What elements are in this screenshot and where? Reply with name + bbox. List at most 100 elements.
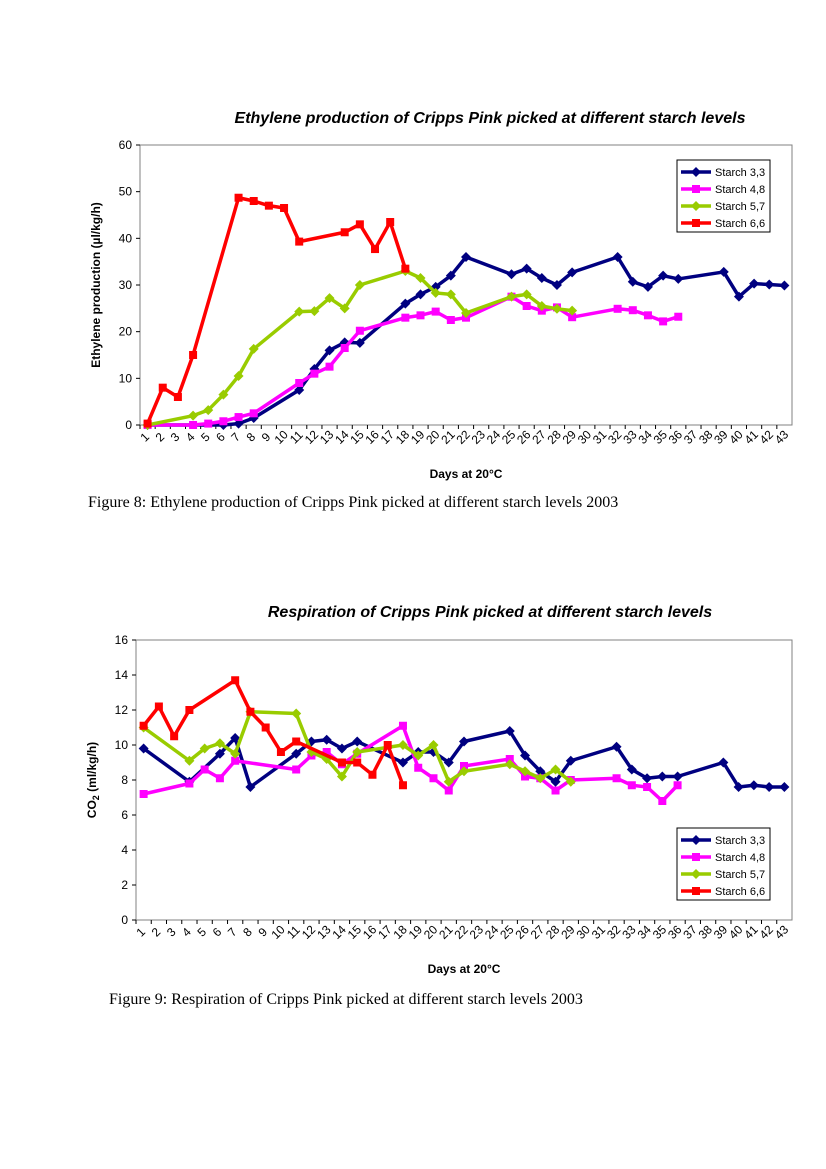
series-line-2 <box>143 724 679 803</box>
x-tick-label: 1 <box>133 925 148 940</box>
data-point <box>428 740 439 750</box>
x-tick-label: 2 <box>149 925 164 940</box>
data-point <box>673 273 684 284</box>
legend-entry-label: Starch 3,3 <box>715 167 765 179</box>
data-point <box>336 771 347 782</box>
data-point <box>185 706 194 714</box>
data-point <box>309 306 320 317</box>
data-point <box>520 750 531 761</box>
data-point <box>429 774 438 783</box>
data-point <box>200 765 209 774</box>
data-point <box>353 758 362 767</box>
x-tick-label: 5 <box>195 925 210 940</box>
legend-entry-label: Starch 4,8 <box>715 184 765 196</box>
y-tick-label: 0 <box>121 913 128 927</box>
data-point <box>295 237 304 246</box>
data-point <box>231 676 240 685</box>
data-point <box>276 748 285 756</box>
data-point <box>460 762 468 770</box>
x-tick-label: 3 <box>168 430 183 445</box>
data-point <box>401 264 410 273</box>
figure-9-caption: Figure 9: Respiration of Cripps Pink pic… <box>109 991 583 1008</box>
y-axis-label: Ethylene production (µl/kg/h) <box>89 202 103 368</box>
data-point <box>718 757 729 768</box>
data-point <box>506 269 517 280</box>
y-axis-label: CO2 (ml/kg/h) <box>85 742 101 818</box>
data-point <box>612 774 621 783</box>
y-tick-label: 6 <box>121 808 128 822</box>
data-point <box>218 389 229 400</box>
data-point <box>401 313 410 322</box>
data-point <box>565 755 576 766</box>
data-point <box>443 776 454 787</box>
data-point <box>215 774 224 783</box>
data-point <box>386 218 395 226</box>
x-tick-label: 3 <box>164 925 179 940</box>
data-point <box>310 369 319 378</box>
data-point <box>138 743 149 754</box>
data-point <box>185 779 194 788</box>
x-tick-label: 1 <box>137 430 152 445</box>
x-tick-label: 43 <box>772 427 792 447</box>
y-tick-label: 30 <box>119 278 133 292</box>
data-point <box>659 317 668 326</box>
y-axis-label-subscript: 2 <box>91 795 101 800</box>
data-point <box>430 287 441 298</box>
data-point <box>627 781 636 790</box>
data-point <box>398 781 407 790</box>
legend-marker <box>691 201 701 211</box>
y-tick-label: 50 <box>119 185 133 199</box>
legend-entry-label: Starch 3,3 <box>715 835 765 847</box>
x-tick-label: 6 <box>213 430 228 445</box>
data-point <box>368 770 377 779</box>
data-point <box>292 737 301 746</box>
data-point <box>248 343 259 354</box>
data-point <box>154 702 163 711</box>
data-point <box>291 748 302 759</box>
data-point <box>431 307 440 316</box>
data-point <box>673 781 682 790</box>
data-point <box>505 755 514 763</box>
data-point <box>204 419 213 428</box>
data-point <box>658 797 667 805</box>
figure-8-caption: Figure 8: Ethylene production of Cripps … <box>88 494 619 511</box>
y-tick-label: 0 <box>125 418 132 432</box>
x-tick-label: 7 <box>225 925 240 940</box>
data-point <box>446 316 455 324</box>
data-point <box>613 304 622 313</box>
data-point <box>233 418 244 429</box>
data-point <box>506 291 517 302</box>
data-point <box>339 303 350 314</box>
data-point <box>245 782 256 792</box>
data-point <box>397 740 408 750</box>
data-point <box>199 743 210 754</box>
y-tick-label: 16 <box>115 633 129 647</box>
data-point <box>139 721 148 730</box>
data-point <box>203 405 214 416</box>
data-point <box>415 289 426 300</box>
data-point <box>461 308 471 318</box>
data-point <box>170 732 179 741</box>
data-point <box>354 337 365 348</box>
x-axis-label: Days at 20°C <box>428 962 501 976</box>
data-point <box>550 764 561 775</box>
data-point <box>261 723 270 732</box>
legend-marker <box>692 219 700 227</box>
data-point <box>249 197 258 205</box>
y-tick-label: 60 <box>119 138 133 152</box>
data-point <box>535 773 546 784</box>
data-point <box>444 786 453 795</box>
data-point <box>233 371 244 381</box>
x-axis-label: Days at 20°C <box>430 467 503 481</box>
data-point <box>748 780 759 791</box>
y-tick-label: 20 <box>119 325 133 339</box>
data-point <box>536 273 547 283</box>
data-point <box>733 291 744 302</box>
x-tick-label: 4 <box>183 430 198 445</box>
y-tick-label: 14 <box>115 668 129 682</box>
data-point <box>445 270 456 281</box>
legend-entry-label: Starch 5,7 <box>715 201 765 213</box>
y-axis-label-unit: (ml/kg/h) <box>85 742 99 795</box>
legend-marker <box>691 835 701 845</box>
series-line-2 <box>147 294 679 427</box>
